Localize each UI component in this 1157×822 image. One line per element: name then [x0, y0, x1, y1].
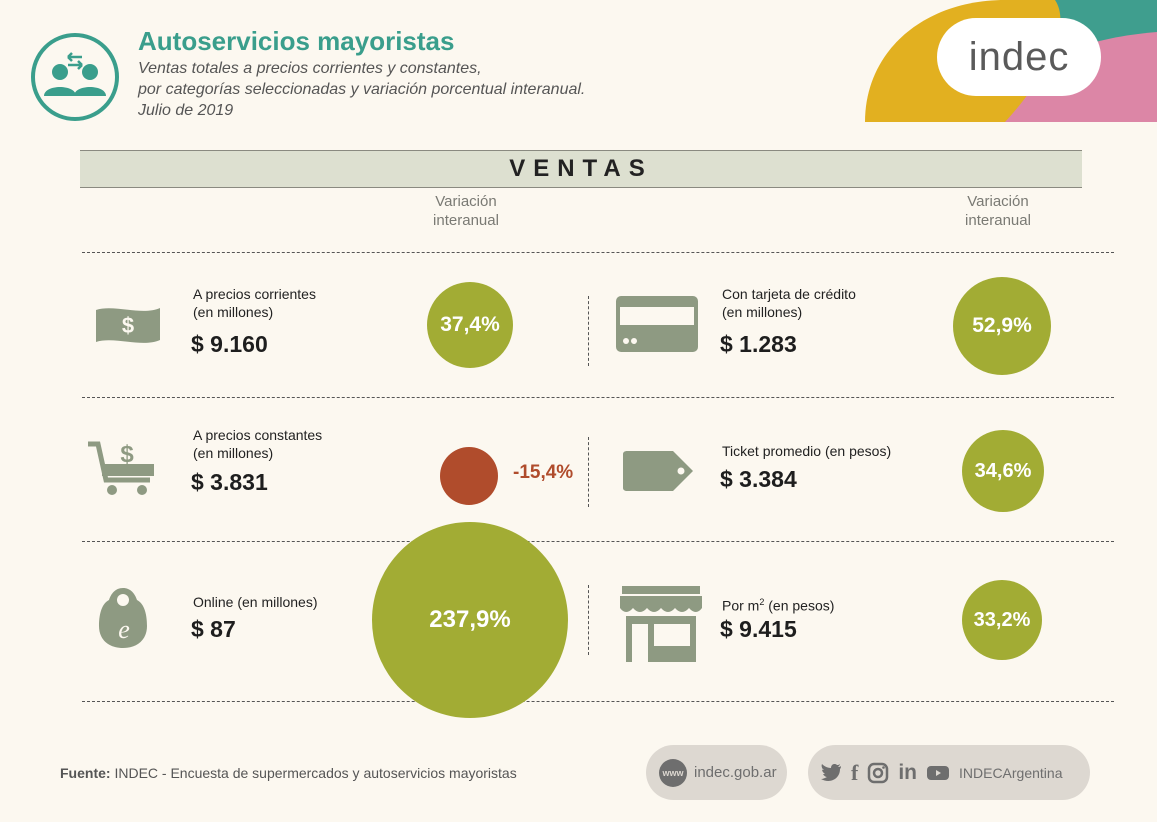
column-divider: [588, 437, 589, 507]
item-label-line-1: Con tarjeta de crédito: [722, 286, 856, 302]
subtitle-date: Julio de 2019: [138, 102, 234, 119]
www-icon: www: [659, 758, 687, 787]
variation-header-left: Variación interanual: [406, 192, 526, 230]
credit-card-icon: [616, 296, 698, 352]
banknote-icon: $: [96, 308, 160, 343]
people-exchange-icon: [31, 33, 119, 121]
youtube-icon[interactable]: [926, 764, 950, 782]
variation-bubble: 52,9%: [953, 277, 1051, 375]
source-note: Fuente: INDEC - Encuesta de supermercado…: [60, 765, 517, 781]
source-label: Fuente:: [60, 765, 111, 781]
storefront-icon: [620, 586, 702, 662]
svg-text:e: e: [118, 615, 130, 644]
variation-header-line-1: Variación: [435, 193, 497, 210]
subtitle-line-1: Ventas totales a precios corrientes y co…: [138, 60, 482, 77]
column-divider: [588, 296, 589, 366]
variation-bubble: 37,4%: [427, 282, 513, 368]
item-label-part: (en pesos): [764, 597, 835, 614]
variation-negative-text: -15,4%: [513, 462, 574, 483]
item-label-superscript: 2: [759, 597, 765, 607]
item-label: A precios constantes (en millones): [193, 426, 322, 462]
item-label: Por m2 (en pesos): [722, 593, 834, 615]
item-label-line-2: (en millones): [193, 304, 274, 320]
item-label-line-1: A precios corrientes: [193, 286, 316, 302]
item-value: $ 87: [191, 616, 236, 642]
variation-header-right: Variación interanual: [938, 192, 1058, 230]
website-link[interactable]: www indec.gob.ar: [646, 745, 787, 800]
website-text: indec.gob.ar: [694, 764, 777, 781]
item-label: Online (en millones): [193, 593, 318, 611]
item-value: $ 9.160: [191, 331, 268, 357]
item-label-line-1: A precios constantes: [193, 427, 323, 443]
social-handle: INDECArgentina: [959, 764, 1063, 781]
row-divider: [82, 541, 1114, 542]
variation-bubble-large: 237,9%: [372, 522, 568, 718]
online-tag-icon: e: [99, 588, 147, 648]
negative-variation-dot: [440, 447, 498, 505]
column-divider: [588, 585, 589, 655]
shopping-cart-dollar-icon: $: [88, 441, 154, 495]
facebook-icon[interactable]: f: [851, 759, 859, 785]
variation-header-line-1: Variación: [967, 193, 1029, 210]
row-divider: [82, 701, 1114, 702]
row-divider: [82, 397, 1114, 398]
instagram-icon[interactable]: [867, 762, 889, 784]
variation-bubble: 33,2%: [962, 580, 1042, 660]
indec-logo[interactable]: indec: [937, 18, 1101, 96]
item-label-line-2: (en millones): [722, 304, 803, 320]
twitter-icon[interactable]: [820, 763, 842, 783]
item-label-line-1: Ticket promedio (en pesos): [722, 443, 892, 459]
variation-header-line-2: interanual: [433, 212, 499, 229]
item-label: A precios corrientes (en millones): [193, 285, 316, 321]
item-label: Ticket promedio (en pesos): [722, 442, 891, 460]
indec-logo-text: indec: [968, 34, 1070, 79]
item-value: $ 3.831: [191, 469, 268, 495]
item-label-line-1: Online (en millones): [193, 594, 318, 610]
item-value: $ 3.384: [720, 466, 797, 492]
svg-text:$: $: [122, 313, 134, 338]
linkedin-icon[interactable]: in: [898, 760, 917, 784]
row-divider: [82, 252, 1114, 253]
item-label-line-2: (en millones): [193, 445, 274, 461]
item-label: Con tarjeta de crédito (en millones): [722, 285, 856, 321]
section-title: VENTAS: [509, 155, 653, 182]
source-text: INDEC - Encuesta de supermercados y auto…: [114, 765, 517, 781]
subtitle-line-2: por categorías seleccionadas y variación…: [138, 81, 586, 98]
item-label-part: Por m: [722, 597, 760, 614]
item-value: $ 9.415: [720, 616, 797, 642]
section-band: VENTAS: [80, 150, 1082, 188]
variation-header-line-2: interanual: [965, 212, 1031, 229]
price-tag-icon: [623, 451, 693, 491]
page-title: Autoservicios mayoristas: [138, 26, 455, 56]
svg-text:$: $: [120, 441, 134, 468]
item-value: $ 1.283: [720, 331, 797, 357]
social-links: f in INDECArgentina: [808, 745, 1090, 800]
variation-bubble: 34,6%: [962, 430, 1044, 512]
